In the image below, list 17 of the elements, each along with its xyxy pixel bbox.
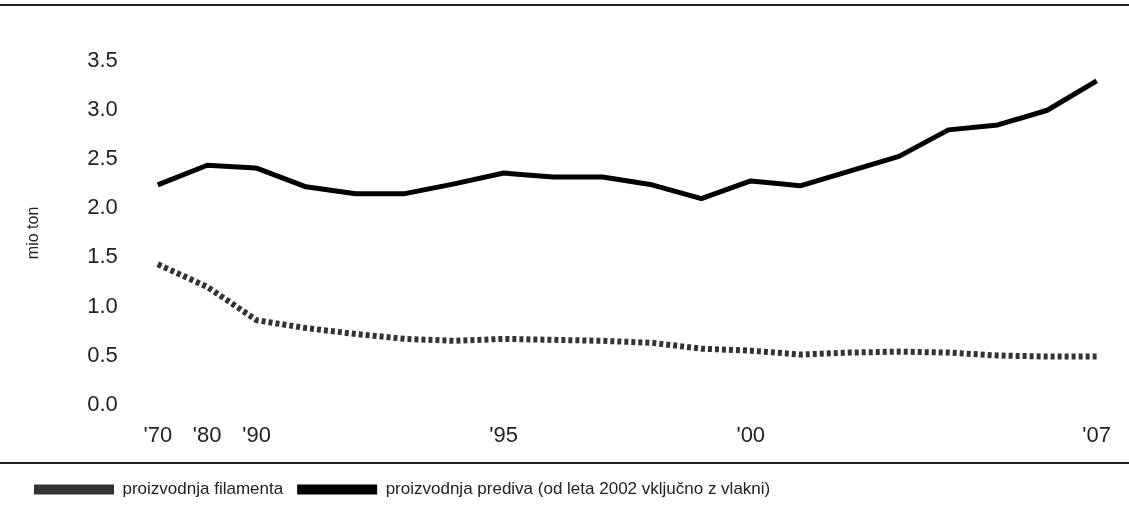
- x-tick-label: '80: [192, 421, 222, 447]
- x-tick-label: '95: [489, 421, 519, 447]
- legend-label: proizvodnja filamenta: [122, 479, 284, 499]
- x-tick-label: '00: [736, 421, 766, 447]
- y-tick-label: 0.0: [87, 390, 118, 416]
- y-tick-label: 2.0: [87, 194, 118, 220]
- legend-label: proizvodnja prediva (od leta 2002 vključno z vlakni): [385, 479, 771, 499]
- y-tick-label: 2.5: [87, 145, 118, 171]
- y-axis-title: mio ton: [24, 206, 42, 260]
- x-tick-label: '70: [143, 421, 173, 447]
- y-tick-label: 1.5: [87, 243, 118, 269]
- x-tick-label: '07: [1082, 421, 1111, 447]
- y-tick-label: 1.0: [87, 292, 118, 318]
- x-tick-label: '90: [242, 421, 271, 447]
- y-tick-label: 3.5: [87, 47, 118, 73]
- y-tick-label: 0.5: [87, 341, 118, 367]
- y-tick-label: 3.0: [87, 96, 118, 122]
